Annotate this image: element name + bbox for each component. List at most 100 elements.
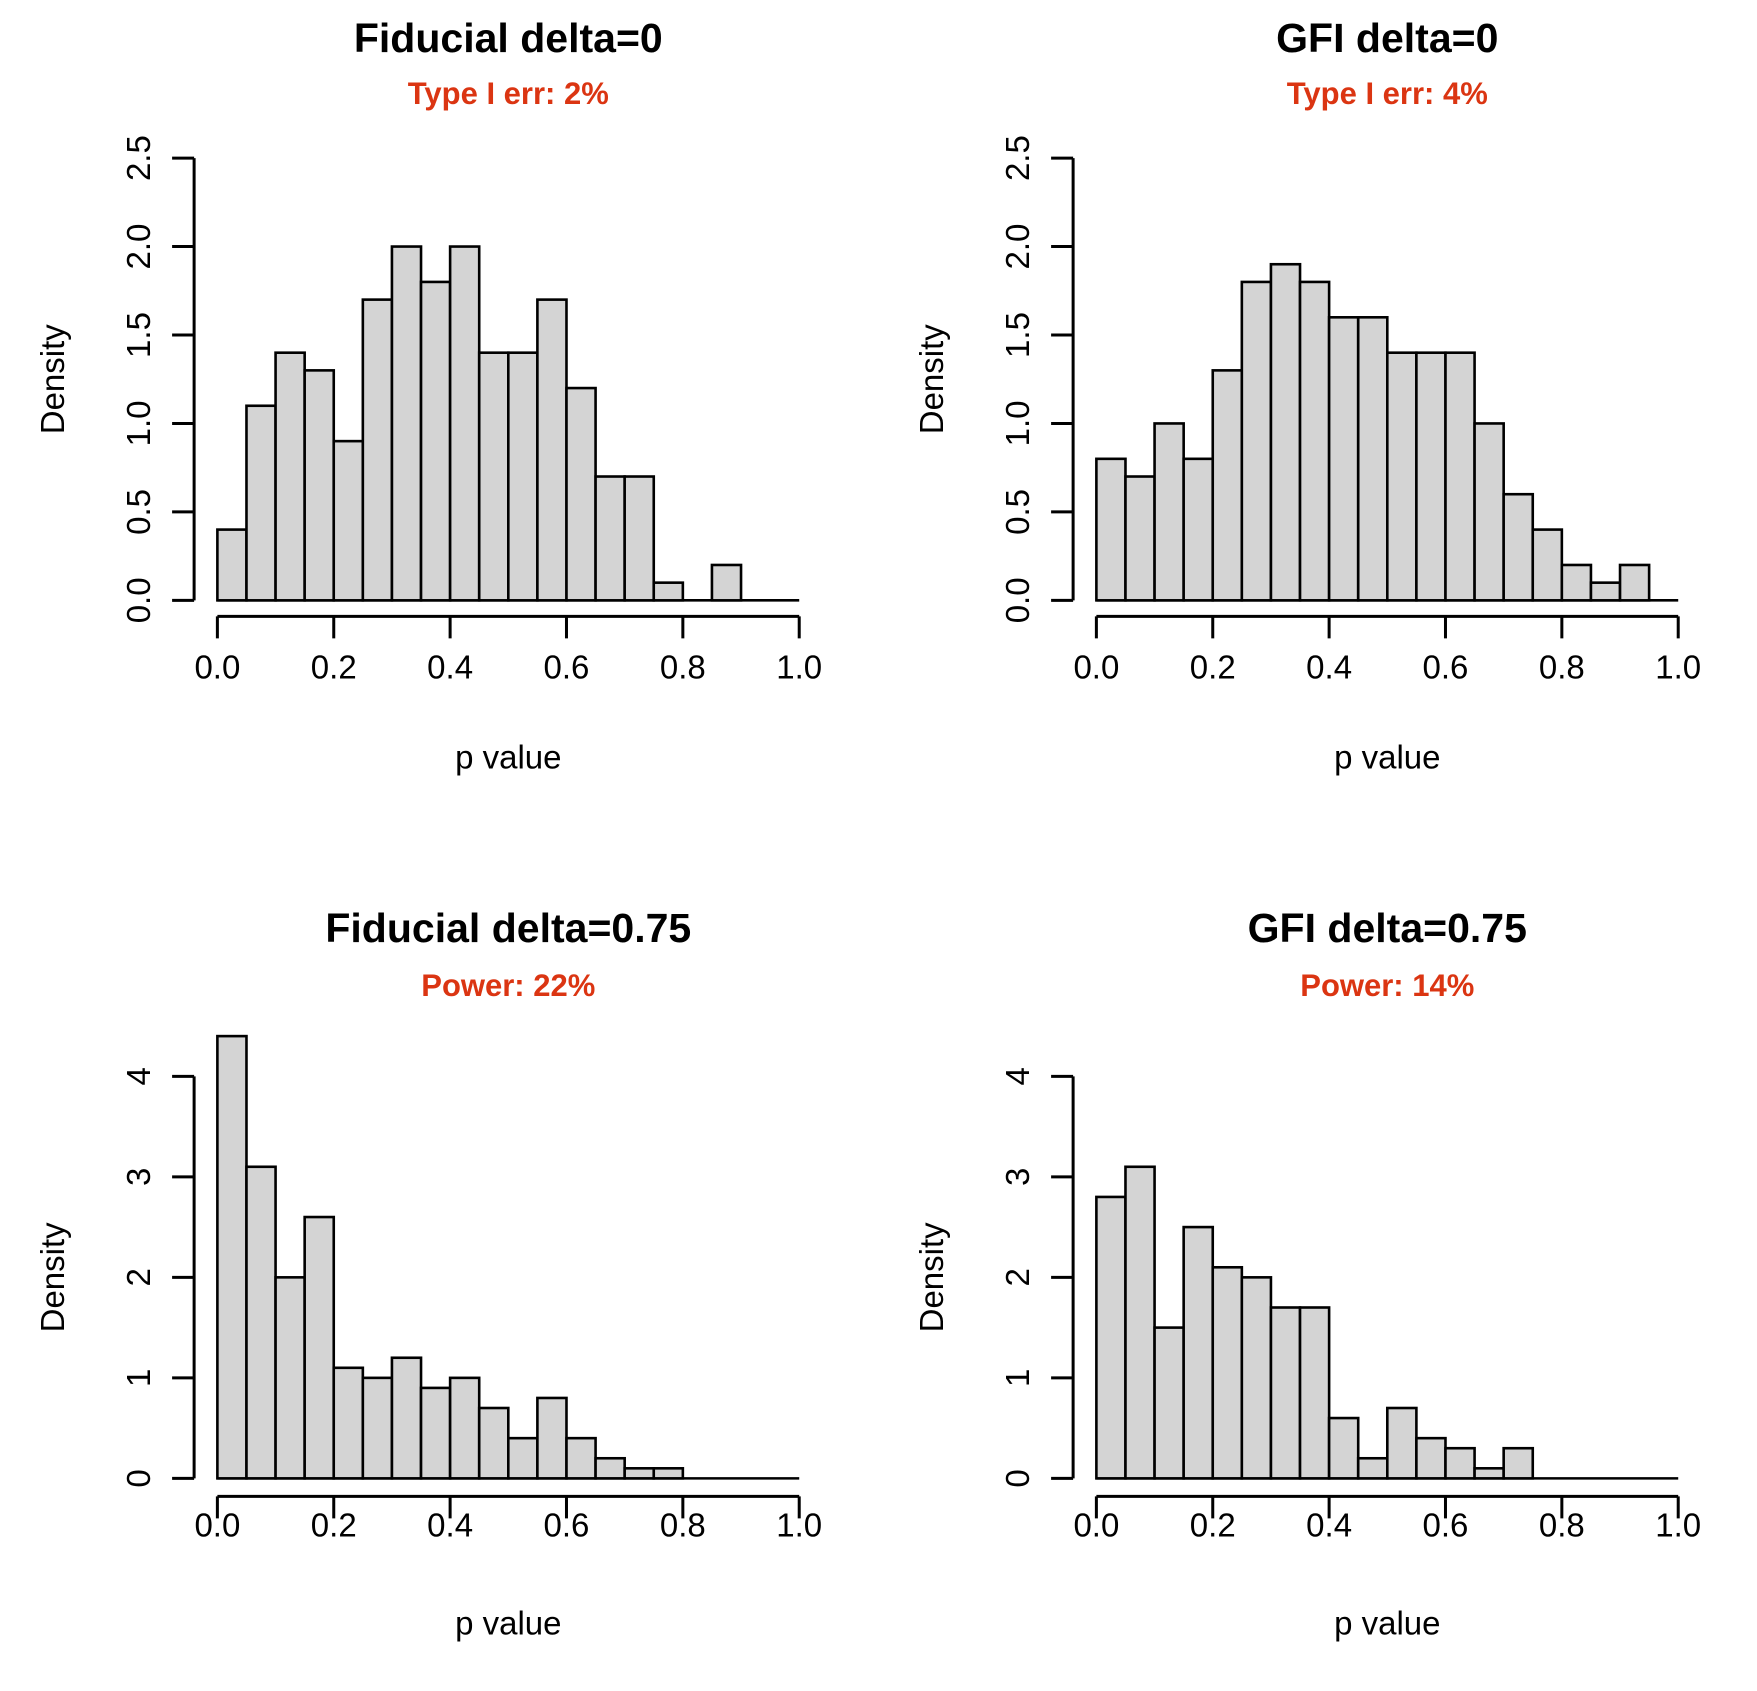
histogram-bar <box>303 1215 336 1480</box>
histogram-bar <box>536 298 568 602</box>
y-axis-title: Density <box>913 1221 950 1332</box>
histogram-bar <box>1560 563 1592 602</box>
histogram-bar <box>594 475 626 602</box>
histogram-bar <box>536 1396 568 1480</box>
histogram-bar <box>565 1436 597 1480</box>
histogram-bar <box>390 1355 423 1480</box>
x-tick-label: 0.8 <box>660 1506 706 1543</box>
histogram-bar <box>1327 316 1360 602</box>
histogram-bar <box>1210 369 1243 602</box>
x-tick-label: 0.6 <box>544 648 590 685</box>
y-tick-label: 4 <box>999 1067 1036 1085</box>
x-tick-label: 0.8 <box>1538 1506 1584 1543</box>
histogram-bar <box>1530 528 1563 602</box>
histogram-bar <box>506 1436 539 1480</box>
histogram-bar <box>652 581 685 602</box>
histogram-bar <box>216 1034 248 1480</box>
histogram-bar <box>216 528 248 602</box>
panel-fiducial-delta-0: Fiducial delta=0 Type I err: 2% 0.0 0.5 1.0 1… <box>0 0 879 846</box>
y-tick-label: 1.0 <box>120 401 157 447</box>
panel-gfi-delta-0: GFI delta=0 Type I err: 4% 0.0 0.5 1.0 1.5 2.0… <box>879 0 1757 846</box>
panel-subtitle: Power: 14% <box>1300 968 1474 1003</box>
histogram-bar <box>1269 1305 1301 1480</box>
panel-subtitle: Type I err: 2% <box>408 76 609 111</box>
x-tick-label: 0.2 <box>311 648 357 685</box>
x-tick-label: 0.6 <box>544 1506 590 1543</box>
x-tick-label: 0.0 <box>1073 1506 1119 1543</box>
y-tick-label: 0.0 <box>999 577 1036 623</box>
y-tick-label: 2 <box>120 1268 157 1286</box>
histogram-bar <box>1385 1406 1418 1480</box>
histogram-bar <box>1414 1436 1447 1480</box>
histogram-bar <box>390 245 423 602</box>
histogram-bar <box>1094 457 1127 602</box>
y-tick-label: 2.0 <box>120 224 157 270</box>
y-tick-label: 0 <box>999 1469 1036 1487</box>
x-axis-title: p value <box>455 738 561 775</box>
x-tick-label: 0.4 <box>427 1506 473 1543</box>
histogram-bar <box>652 1466 685 1480</box>
histogram-bar <box>1589 581 1621 602</box>
histogram-bar <box>303 369 336 602</box>
y-axis-title: Density <box>34 1221 71 1332</box>
histogram-bar <box>1298 280 1330 602</box>
histogram-bar <box>1152 422 1185 602</box>
x-tick-label: 0.2 <box>1189 1506 1235 1543</box>
histogram-bar <box>448 245 481 602</box>
histogram-bar <box>361 1376 394 1480</box>
x-tick-label: 1.0 <box>776 648 822 685</box>
x-tick-label: 0.4 <box>427 648 473 685</box>
histogram-bar <box>1123 1164 1156 1480</box>
histogram-bar <box>245 1164 277 1480</box>
histogram-bar <box>1472 1466 1505 1480</box>
histogram-bar <box>361 298 394 602</box>
x-tick-label: 0.2 <box>311 1506 357 1543</box>
y-tick-label: 3 <box>999 1167 1036 1185</box>
y-tick-label: 2 <box>999 1268 1036 1286</box>
histogram-bar <box>506 351 539 602</box>
histogram-bar <box>274 1275 306 1480</box>
y-tick-label: 2.0 <box>999 224 1036 270</box>
y-tick-label: 2.5 <box>120 135 157 181</box>
y-tick-label: 4 <box>120 1067 157 1085</box>
x-tick-label: 0.8 <box>1538 648 1584 685</box>
histogram-bar <box>1298 1305 1330 1480</box>
histogram-bar <box>565 386 597 602</box>
y-tick-label: 0 <box>120 1469 157 1487</box>
x-axis-title: p value <box>455 1604 561 1641</box>
y-tick-label: 1.5 <box>120 312 157 358</box>
y-tick-label: 0.5 <box>120 489 157 535</box>
panel-title: GFI delta=0.75 <box>1247 905 1526 951</box>
x-tick-label: 0.6 <box>1422 648 1468 685</box>
y-tick-label: 1.0 <box>999 401 1036 447</box>
histogram-bar <box>477 351 510 602</box>
y-tick-label: 1 <box>999 1368 1036 1386</box>
histogram-bar <box>1181 1225 1214 1480</box>
histogram-bar <box>1443 351 1476 602</box>
y-tick-label: 2.5 <box>999 135 1036 181</box>
x-tick-label: 1.0 <box>1655 1506 1701 1543</box>
panel-title: Fiducial delta=0 <box>354 15 663 61</box>
histogram-bar <box>332 439 365 602</box>
panel-gfi-delta-075: GFI delta=0.75 Power: 14% 0 1 2 3 4 Density 0.0 0… <box>879 846 1757 1691</box>
histogram-bar <box>477 1406 510 1480</box>
histogram-bar <box>448 1376 481 1480</box>
histogram-bar <box>1501 1446 1534 1480</box>
histogram-bar <box>419 280 452 602</box>
y-tick-label: 0.5 <box>999 489 1036 535</box>
histogram-bar <box>1269 262 1301 602</box>
x-axis-title: p value <box>1334 1604 1440 1641</box>
y-tick-label: 1.5 <box>999 312 1036 358</box>
histogram-bar <box>1240 280 1272 602</box>
histogram-bar <box>1443 1446 1476 1480</box>
histogram-bar <box>419 1386 452 1480</box>
histogram-bar <box>1327 1416 1360 1480</box>
histogram-bar <box>274 351 306 602</box>
panel-title: GFI delta=0 <box>1276 15 1498 61</box>
y-axis-title: Density <box>34 324 71 435</box>
histogram-bar <box>1385 351 1418 602</box>
histogram-bar <box>1123 475 1156 602</box>
y-tick-label: 0.0 <box>120 577 157 623</box>
histogram-bar <box>1356 316 1389 602</box>
